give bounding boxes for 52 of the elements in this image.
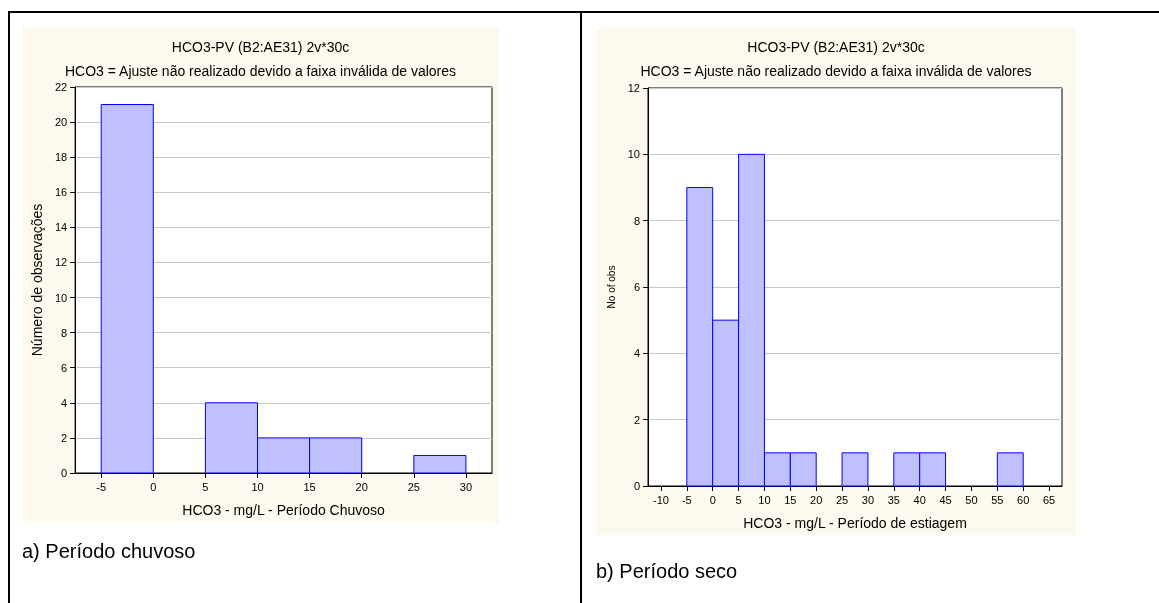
chart-subtitle: HCO3 = Ajuste não realizado devido a faixa inválida de valores: [64, 63, 457, 79]
x-tick-label: -5: [96, 480, 107, 493]
x-tick-label: 50: [965, 493, 978, 506]
x-tick-label: -10: [652, 493, 669, 506]
y-tick-label: 8: [633, 214, 640, 227]
x-tick-label: 30: [459, 480, 473, 493]
y-tick-label: 10: [54, 291, 68, 304]
x-tick-label: 5: [202, 480, 209, 493]
x-tick-label: 55: [991, 493, 1004, 506]
y-tick-label: 2: [633, 413, 640, 426]
text: b) Período seco: [596, 560, 738, 583]
x-axis-title: HCO3 - mg/L - Período de estiagem: [743, 515, 967, 531]
x-tick-label: 25: [835, 493, 849, 506]
x-tick-label: 20: [810, 493, 823, 506]
x-tick-label: 10: [758, 493, 771, 506]
y-tick-label: 10: [627, 148, 640, 161]
y-tick-label: 0: [61, 467, 68, 479]
x-tick-label: 65: [1042, 493, 1056, 506]
chart-title: HCO3-PV (B2:AE31) 2v*30c: [171, 39, 350, 55]
y-tick-label: 16: [54, 186, 68, 199]
y-tick-label: 8: [61, 326, 68, 339]
x-tick-label: 0: [709, 493, 716, 506]
y-axis-title: Número de observações: [29, 203, 45, 357]
chart-subtitle: HCO3 = Ajuste não realizado devido a faixa inválida de valores: [640, 63, 1032, 79]
x-tick-label: 40: [913, 493, 926, 506]
x-tick-label: 45: [939, 493, 952, 506]
y-tick-label: 4: [61, 396, 68, 409]
x-tick-label: 20: [355, 480, 368, 493]
y-tick-label: 6: [61, 361, 68, 374]
x-tick-label: -5: [681, 493, 692, 506]
y-tick-label: 20: [54, 116, 68, 129]
y-tick-label: 12: [54, 256, 68, 269]
x-tick-label: 5: [735, 493, 742, 506]
y-tick-label: 22: [54, 81, 68, 93]
x-tick-label: 10: [251, 480, 264, 493]
x-tick-label: 15: [784, 493, 797, 506]
y-tick-label: 4: [633, 347, 640, 360]
x-tick-label: 30: [861, 493, 875, 506]
x-axis-title: HCO3 - mg/L - Período Chuvoso: [182, 502, 386, 518]
x-tick-label: 60: [1017, 493, 1030, 506]
x-tick-label: 25: [407, 480, 420, 493]
y-tick-label: 6: [633, 281, 640, 293]
chart-title: HCO3-PV (B2:AE31) 2v*30c: [747, 39, 925, 55]
x-tick-label: 35: [887, 493, 900, 506]
y-tick-label: 2: [61, 431, 68, 444]
y-axis-title: No of obs: [606, 265, 618, 309]
y-tick-label: 14: [54, 221, 68, 234]
x-tick-label: 0: [150, 480, 157, 493]
x-tick-label: 15: [303, 480, 316, 493]
y-tick-label: 18: [54, 151, 68, 164]
text: a) Período chuvoso: [22, 540, 196, 563]
y-tick-label: 12: [627, 82, 640, 94]
